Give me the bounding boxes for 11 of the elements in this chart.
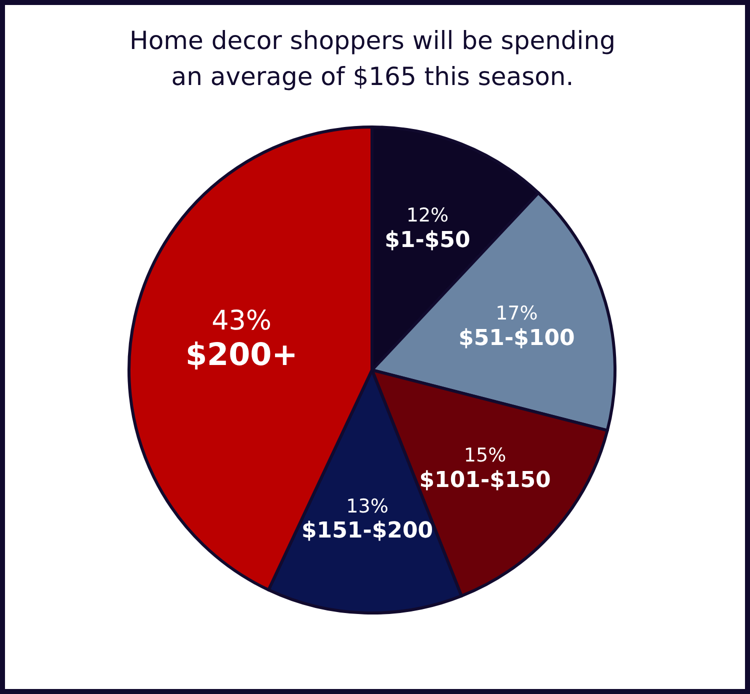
data-label: 13% xyxy=(346,495,388,518)
data-label: 43% xyxy=(212,305,272,336)
slice-label: $200+ xyxy=(185,337,298,374)
slice-label: $51-$100 xyxy=(458,326,575,352)
slice-label: $101-$150 xyxy=(419,468,551,493)
chart-title: Home decor shoppers will be spending an average of $165 this season. xyxy=(128,25,616,93)
data-label: 17% xyxy=(496,302,538,325)
slice-label: $151-$200 xyxy=(301,518,434,544)
data-label: 15% xyxy=(464,444,506,466)
data-label: 12% xyxy=(406,204,449,227)
slice-label: $1-$50 xyxy=(384,228,470,254)
